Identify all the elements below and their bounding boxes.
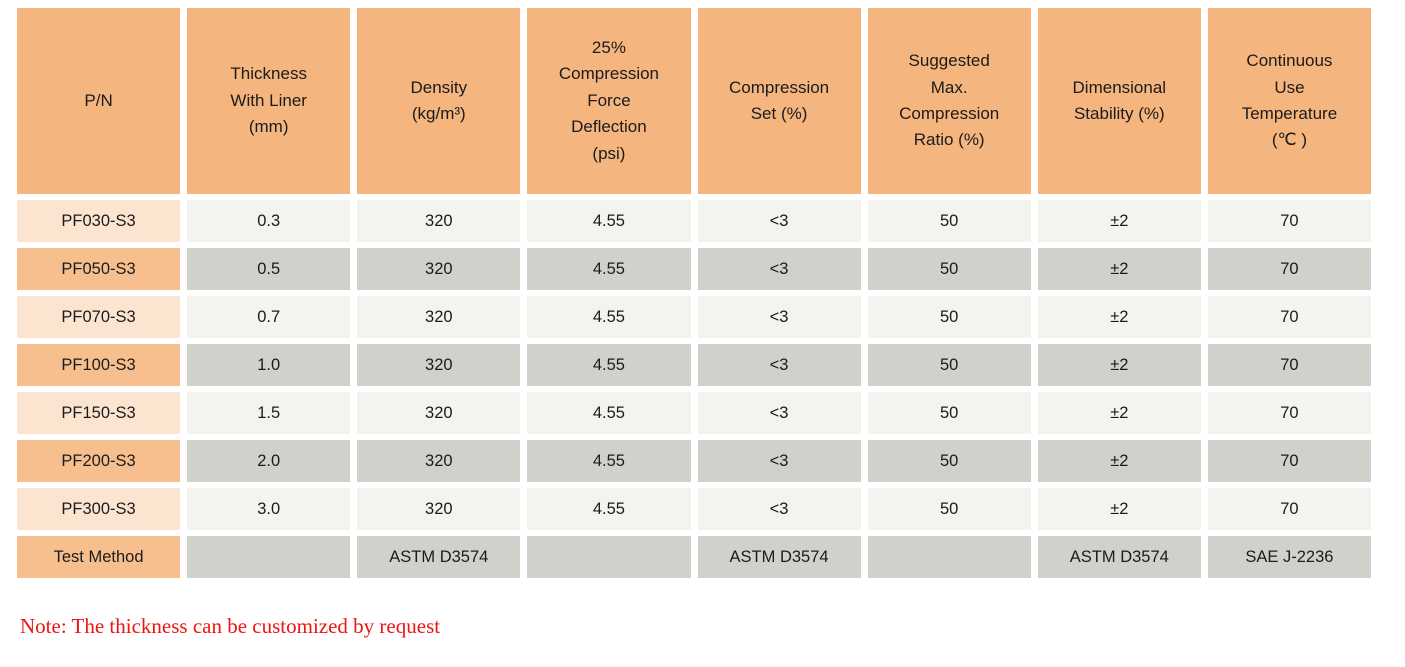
data-cell: 0.3 [187,200,351,242]
data-cell: 4.55 [527,488,691,530]
data-cell: 4.55 [527,344,691,386]
data-cell: 50 [867,440,1031,482]
data-cell: 3.0 [187,488,351,530]
table-row: PF050-S3 0.5 320 4.55 <3 50 ±2 70 [17,248,1371,290]
header-compression-force-deflection: 25% Compression Force Deflection (psi) [527,8,691,194]
test-method-cell: ASTM D3574 [697,536,861,578]
data-cell: 320 [357,200,521,242]
data-cell: <3 [697,296,861,338]
data-cell: 50 [867,200,1031,242]
data-cell: ±2 [1037,440,1201,482]
data-cell: <3 [697,344,861,386]
data-cell: 70 [1207,440,1371,482]
data-cell: 4.55 [527,200,691,242]
table-row: PF070-S3 0.7 320 4.55 <3 50 ±2 70 [17,296,1371,338]
test-method-label: Test Method [17,536,181,578]
table-row: PF300-S3 3.0 320 4.55 <3 50 ±2 70 [17,488,1371,530]
data-cell: 320 [357,440,521,482]
test-method-cell: ASTM D3574 [357,536,521,578]
data-cell: ±2 [1037,200,1201,242]
data-cell: 70 [1207,488,1371,530]
header-compression-set: Compression Set (%) [697,8,861,194]
data-cell: ±2 [1037,296,1201,338]
table-row: PF150-S3 1.5 320 4.55 <3 50 ±2 70 [17,392,1371,434]
header-suggested-max-compression-ratio: Suggested Max. Compression Ratio (%) [867,8,1031,194]
header-dimensional-stability: Dimensional Stability (%) [1037,8,1201,194]
data-cell: 4.55 [527,296,691,338]
test-method-cell [527,536,691,578]
test-method-row: Test Method ASTM D3574 ASTM D3574 ASTM D… [17,536,1371,578]
data-cell: 70 [1207,200,1371,242]
data-cell: 320 [357,344,521,386]
data-cell: 50 [867,296,1031,338]
test-method-cell: ASTM D3574 [1037,536,1201,578]
data-cell: 50 [867,248,1031,290]
pn-cell: PF030-S3 [17,200,181,242]
data-cell: 70 [1207,344,1371,386]
header-thickness: Thickness With Liner (mm) [187,8,351,194]
data-cell: <3 [697,488,861,530]
test-method-cell [187,536,351,578]
spec-table: P/N Thickness With Liner (mm) Density (k… [10,2,1378,584]
data-cell: 320 [357,248,521,290]
data-cell: 1.0 [187,344,351,386]
table-row: PF100-S3 1.0 320 4.55 <3 50 ±2 70 [17,344,1371,386]
data-cell: ±2 [1037,488,1201,530]
data-cell: ±2 [1037,344,1201,386]
data-cell: 0.5 [187,248,351,290]
header-continuous-use-temperature: Continuous Use Temperature (℃ ) [1207,8,1371,194]
pn-cell: PF100-S3 [17,344,181,386]
data-cell: ±2 [1037,392,1201,434]
data-cell: 4.55 [527,440,691,482]
pn-cell: PF070-S3 [17,296,181,338]
data-cell: <3 [697,248,861,290]
data-cell: <3 [697,440,861,482]
pn-cell: PF150-S3 [17,392,181,434]
data-cell: 2.0 [187,440,351,482]
pn-cell: PF050-S3 [17,248,181,290]
data-cell: 50 [867,392,1031,434]
data-cell: 50 [867,344,1031,386]
data-cell: 320 [357,392,521,434]
data-cell: <3 [697,200,861,242]
table-row: PF200-S3 2.0 320 4.55 <3 50 ±2 70 [17,440,1371,482]
test-method-cell [867,536,1031,578]
data-cell: 70 [1207,248,1371,290]
pn-cell: PF200-S3 [17,440,181,482]
pn-cell: PF300-S3 [17,488,181,530]
data-cell: <3 [697,392,861,434]
data-cell: 4.55 [527,248,691,290]
header-pn: P/N [17,8,181,194]
header-density: Density (kg/m³) [357,8,521,194]
data-cell: 70 [1207,296,1371,338]
data-cell: 0.7 [187,296,351,338]
data-cell: 1.5 [187,392,351,434]
test-method-cell: SAE J-2236 [1207,536,1371,578]
data-cell: 320 [357,296,521,338]
customization-note: Note: The thickness can be customized by… [20,614,441,638]
table-row: PF030-S3 0.3 320 4.55 <3 50 ±2 70 [17,200,1371,242]
header-row: P/N Thickness With Liner (mm) Density (k… [17,8,1371,194]
data-cell: 320 [357,488,521,530]
data-cell: 70 [1207,392,1371,434]
data-cell: 50 [867,488,1031,530]
data-cell: ±2 [1037,248,1201,290]
data-cell: 4.55 [527,392,691,434]
